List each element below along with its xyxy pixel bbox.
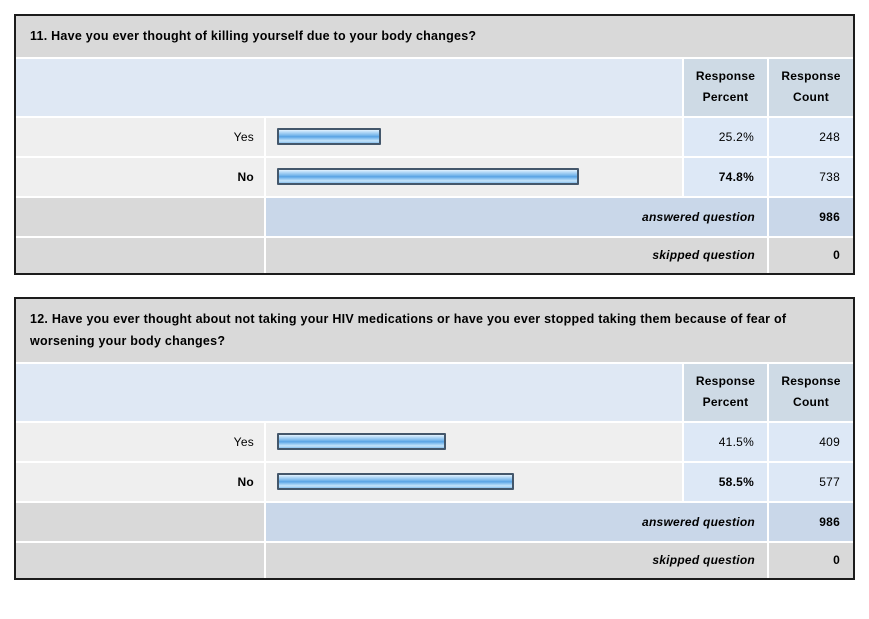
skipped-question-label: skipped question <box>266 237 767 273</box>
count-value: 577 <box>769 462 853 501</box>
answered-question-label: answered question <box>266 197 767 236</box>
percent-value: 74.8% <box>684 157 767 196</box>
question-12-table: 12. Have you ever thought about not taki… <box>14 296 855 580</box>
column-header-row: Response Percent Response Count <box>16 363 853 421</box>
skipped-question-label: skipped question <box>266 542 767 578</box>
footer-spacer <box>16 502 264 541</box>
bar-cell <box>266 462 682 501</box>
skipped-question-row: skipped question 0 <box>16 237 853 273</box>
answer-label: No <box>16 157 264 196</box>
footer-spacer <box>16 237 264 273</box>
answered-question-label: answered question <box>266 502 767 541</box>
response-bar <box>277 473 514 491</box>
response-count-header: Response Count <box>769 58 853 116</box>
column-header-row: Response Percent Response Count <box>16 58 853 116</box>
percent-value: 58.5% <box>684 462 767 501</box>
bar-cell <box>266 422 682 461</box>
footer-spacer <box>16 542 264 578</box>
bar-cell <box>266 117 682 156</box>
answer-row-no: No 58.5% 577 <box>16 462 853 501</box>
question-12-title: 12. Have you ever thought about not taki… <box>16 298 853 362</box>
footer-spacer <box>16 197 264 236</box>
count-value: 738 <box>769 157 853 196</box>
percent-value: 41.5% <box>684 422 767 461</box>
response-bar <box>277 168 579 186</box>
bar-cell <box>266 157 682 196</box>
count-value: 248 <box>769 117 853 156</box>
answer-label: No <box>16 462 264 501</box>
answer-label: Yes <box>16 117 264 156</box>
skipped-question-count: 0 <box>769 237 853 273</box>
response-count-header: Response Count <box>769 363 853 421</box>
skipped-question-row: skipped question 0 <box>16 542 853 578</box>
response-bar <box>277 433 446 451</box>
skipped-question-count: 0 <box>769 542 853 578</box>
answered-question-count: 986 <box>769 197 853 236</box>
answered-question-row: answered question 986 <box>16 197 853 236</box>
answer-label: Yes <box>16 422 264 461</box>
question-11-title: 11. Have you ever thought of killing you… <box>16 16 853 57</box>
question-11-table: 11. Have you ever thought of killing you… <box>14 14 855 275</box>
response-percent-header: Response Percent <box>684 363 767 421</box>
answer-row-no: No 74.8% 738 <box>16 157 853 196</box>
answer-row-yes: Yes 25.2% 248 <box>16 117 853 156</box>
column-header-spacer <box>16 58 682 116</box>
percent-value: 25.2% <box>684 117 767 156</box>
column-header-spacer <box>16 363 682 421</box>
answer-row-yes: Yes 41.5% 409 <box>16 422 853 461</box>
response-bar <box>277 128 381 146</box>
response-percent-header: Response Percent <box>684 58 767 116</box>
count-value: 409 <box>769 422 853 461</box>
answered-question-row: answered question 986 <box>16 502 853 541</box>
answered-question-count: 986 <box>769 502 853 541</box>
